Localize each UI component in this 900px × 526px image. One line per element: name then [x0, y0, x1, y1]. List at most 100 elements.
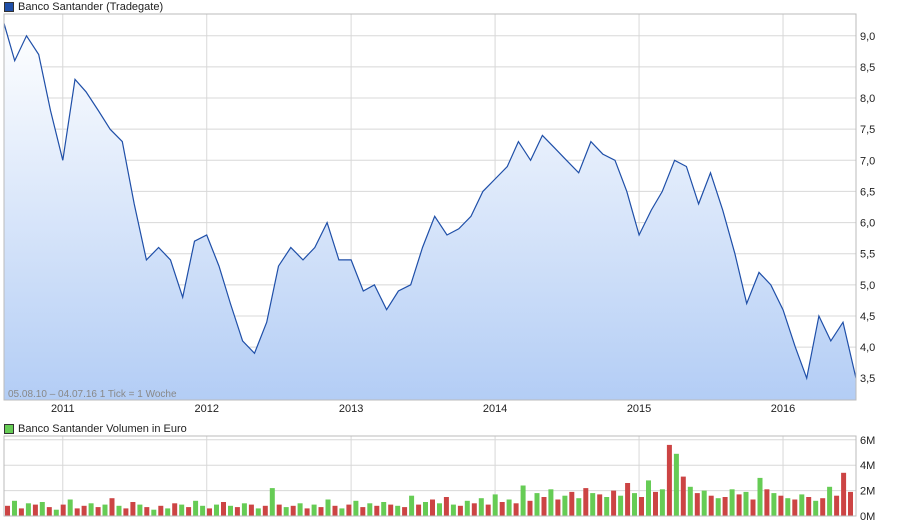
price-chart: 9,0 8,5 8,0 7,5 7,0 6,5 6,0 5,5 5,0 4,5 4,0 3,5 201… [3, 13, 875, 415]
price-ytick-label: 3,5 [860, 373, 875, 385]
volume-bar [367, 503, 373, 516]
volume-bar [179, 504, 185, 516]
volume-bar [513, 503, 519, 516]
volume-bar [109, 498, 115, 516]
volume-bar [88, 503, 94, 516]
volume-bar [67, 499, 73, 516]
volume-bar [339, 508, 345, 516]
volume-bar [53, 509, 59, 516]
volume-bar [708, 495, 714, 516]
volume-bar [457, 505, 463, 516]
volume-bar [743, 491, 749, 516]
volume-bar [74, 508, 80, 516]
price-ytick-label: 8,0 [860, 93, 875, 105]
price-ytick-label: 5,5 [860, 249, 875, 261]
volume-bar [437, 503, 442, 516]
volume-bar [5, 505, 10, 516]
volume-bar [151, 509, 157, 516]
volume-bar [834, 495, 840, 516]
volume-bar [130, 502, 136, 516]
volume-bar [841, 472, 847, 516]
volume-bar [443, 497, 449, 516]
volume-bar [193, 500, 199, 516]
volume-bar [687, 486, 693, 516]
volume-bar [416, 504, 422, 516]
volume-bar [172, 503, 178, 516]
volume-bar [499, 502, 505, 516]
volume-bar [604, 497, 610, 516]
volume-bar [290, 505, 296, 516]
price-xtick-label: 2013 [339, 403, 363, 415]
volume-bar [534, 493, 540, 516]
price-ytick-label: 9,0 [860, 31, 875, 43]
volume-bar [255, 508, 261, 516]
volume-bar [576, 498, 582, 516]
volume-bar [785, 498, 791, 516]
volume-bar [471, 503, 477, 516]
volume-bar [81, 505, 87, 516]
volume-bar [39, 502, 45, 516]
volume-bar [757, 477, 763, 516]
volume-bar [12, 500, 17, 516]
volume-bar [736, 494, 742, 516]
volume-bar [374, 505, 380, 516]
volume-legend-swatch-icon [4, 424, 14, 434]
volume-bar [485, 504, 491, 516]
volume-bar [388, 504, 394, 516]
price-xtick-label: 2012 [195, 403, 219, 415]
volume-bar [360, 507, 366, 516]
volume-bar [848, 491, 853, 516]
volume-bar [25, 503, 31, 516]
volume-bar [597, 494, 603, 516]
volume-bar [590, 493, 596, 516]
volume-bar [165, 508, 171, 516]
volume-bar [827, 486, 833, 516]
volume-bar [813, 500, 819, 516]
volume-bar [548, 489, 554, 516]
volume-bar [666, 444, 672, 516]
volume-ytick-label: 6M [860, 435, 875, 447]
volume-bar [729, 489, 735, 516]
volume-bar [402, 507, 408, 516]
volume-bar [228, 505, 233, 516]
price-ytick-label: 5,0 [860, 280, 875, 292]
volume-bar [632, 493, 637, 516]
volume-bar [799, 494, 805, 516]
volume-bar [423, 502, 428, 516]
volume-bar [778, 495, 784, 516]
price-area [4, 23, 856, 401]
volume-bar [221, 502, 226, 516]
volume-bar [32, 504, 38, 516]
volume-bar [673, 453, 679, 516]
price-ytick-label: 6,5 [860, 186, 875, 198]
volume-bar [283, 507, 289, 516]
volume-bar [241, 503, 247, 516]
volume-bar [541, 497, 547, 516]
volume-bar [102, 504, 108, 516]
volume-bar [694, 493, 700, 516]
volume-bar [430, 499, 435, 516]
volume-bar [18, 508, 24, 516]
price-legend-swatch-icon [4, 2, 14, 12]
volume-bar [555, 499, 561, 516]
volume-bar [722, 497, 728, 516]
volume-bar [60, 504, 66, 516]
price-plot-frame [3, 13, 857, 401]
volume-bar [464, 500, 470, 516]
volume-bar [701, 490, 707, 516]
volume-bar [562, 495, 568, 516]
volume-bar [450, 504, 456, 516]
volume-bar [409, 495, 415, 516]
volume-bar [680, 476, 686, 516]
volume-bar [764, 489, 770, 516]
volume-bar [137, 504, 143, 516]
volume-bar [618, 495, 624, 516]
volume-bar [659, 489, 665, 516]
price-ytick-label: 7,5 [860, 124, 875, 136]
volume-bar [625, 483, 631, 516]
volume-bar [353, 500, 359, 516]
volume-bar [478, 498, 484, 516]
volume-bar [611, 490, 617, 516]
volume-bar [806, 497, 812, 516]
volume-bar [207, 508, 212, 516]
